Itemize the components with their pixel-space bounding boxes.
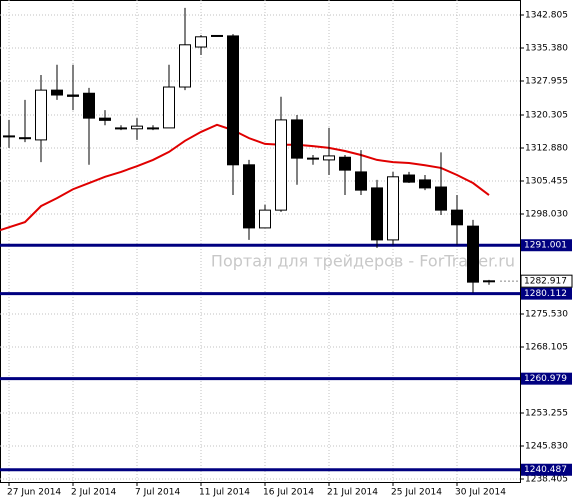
level-label: 1240.487 <box>524 465 567 475</box>
level-label: 1280.112 <box>524 289 567 299</box>
y-tick-label: 1298.030 <box>525 210 568 220</box>
candle-body <box>419 179 431 189</box>
candle-body <box>211 34 223 37</box>
candle-body <box>355 171 367 191</box>
candle-body <box>387 176 399 241</box>
y-tick-label: 1327.955 <box>525 77 568 87</box>
x-tick-label: 7 Jul 2014 <box>135 488 180 498</box>
candle-body <box>467 225 479 283</box>
candle-body <box>51 89 63 96</box>
y-tick-label: 1245.830 <box>525 442 568 452</box>
level-label: 1260.979 <box>524 374 567 384</box>
y-tick-label: 1268.105 <box>525 343 568 353</box>
candle-body <box>3 135 15 138</box>
candle-body <box>195 36 207 48</box>
candle-body <box>275 119 287 211</box>
level-label-box <box>521 239 572 252</box>
moving-average-line <box>0 123 490 232</box>
y-tick-label: 1275.530 <box>525 310 568 320</box>
candle-body <box>163 86 175 129</box>
candle-body <box>435 186 447 211</box>
candle-body <box>291 119 303 159</box>
y-tick-label: 1238.405 <box>525 475 568 485</box>
candle-body <box>451 209 463 226</box>
candle-body <box>67 94 79 97</box>
current-price-label: 1282.917 <box>524 277 567 287</box>
y-tick-label: 1305.455 <box>525 177 568 187</box>
candle-body <box>83 92 95 119</box>
candle-body <box>403 174 415 183</box>
candle-body <box>323 155 335 161</box>
x-tick-label: 21 Jul 2014 <box>327 488 378 498</box>
x-tick-label: 16 Jul 2014 <box>263 488 314 498</box>
watermark: Портал для трейдеров - ForTrader.ru <box>211 252 515 271</box>
candle-body <box>179 44 191 88</box>
candle-body <box>259 209 271 229</box>
candle-body <box>483 280 495 283</box>
candle-body <box>35 89 47 141</box>
candle-body <box>243 164 255 229</box>
candle-body <box>99 117 111 121</box>
candle-body <box>227 35 239 166</box>
level-label-box <box>521 372 572 385</box>
x-tick-label: 25 Jul 2014 <box>391 488 442 498</box>
candle-body <box>131 125 143 130</box>
plot-frame <box>0 0 521 483</box>
candle-body <box>371 187 383 241</box>
x-tick-label: 27 Jun 2014 <box>7 488 61 498</box>
candle-body <box>147 127 159 130</box>
candle-body <box>115 127 127 130</box>
candle-body <box>307 157 319 160</box>
x-tick-label: 2 Jul 2014 <box>71 488 116 498</box>
y-tick-label: 1342.805 <box>525 11 568 21</box>
level-label: 1291.001 <box>524 241 567 251</box>
level-label-box <box>521 463 572 476</box>
current-price-box <box>520 274 573 288</box>
y-tick-label: 1320.305 <box>525 111 568 121</box>
y-tick-label: 1335.380 <box>525 44 568 54</box>
y-tick-label: 1253.255 <box>525 409 568 419</box>
candle-body <box>339 156 351 171</box>
x-tick-label: 30 Jul 2014 <box>455 488 506 498</box>
y-tick-label: 1312.880 <box>525 144 568 154</box>
candle-body <box>19 137 31 140</box>
x-tick-label: 11 Jul 2014 <box>199 488 250 498</box>
level-label-box <box>521 287 572 300</box>
